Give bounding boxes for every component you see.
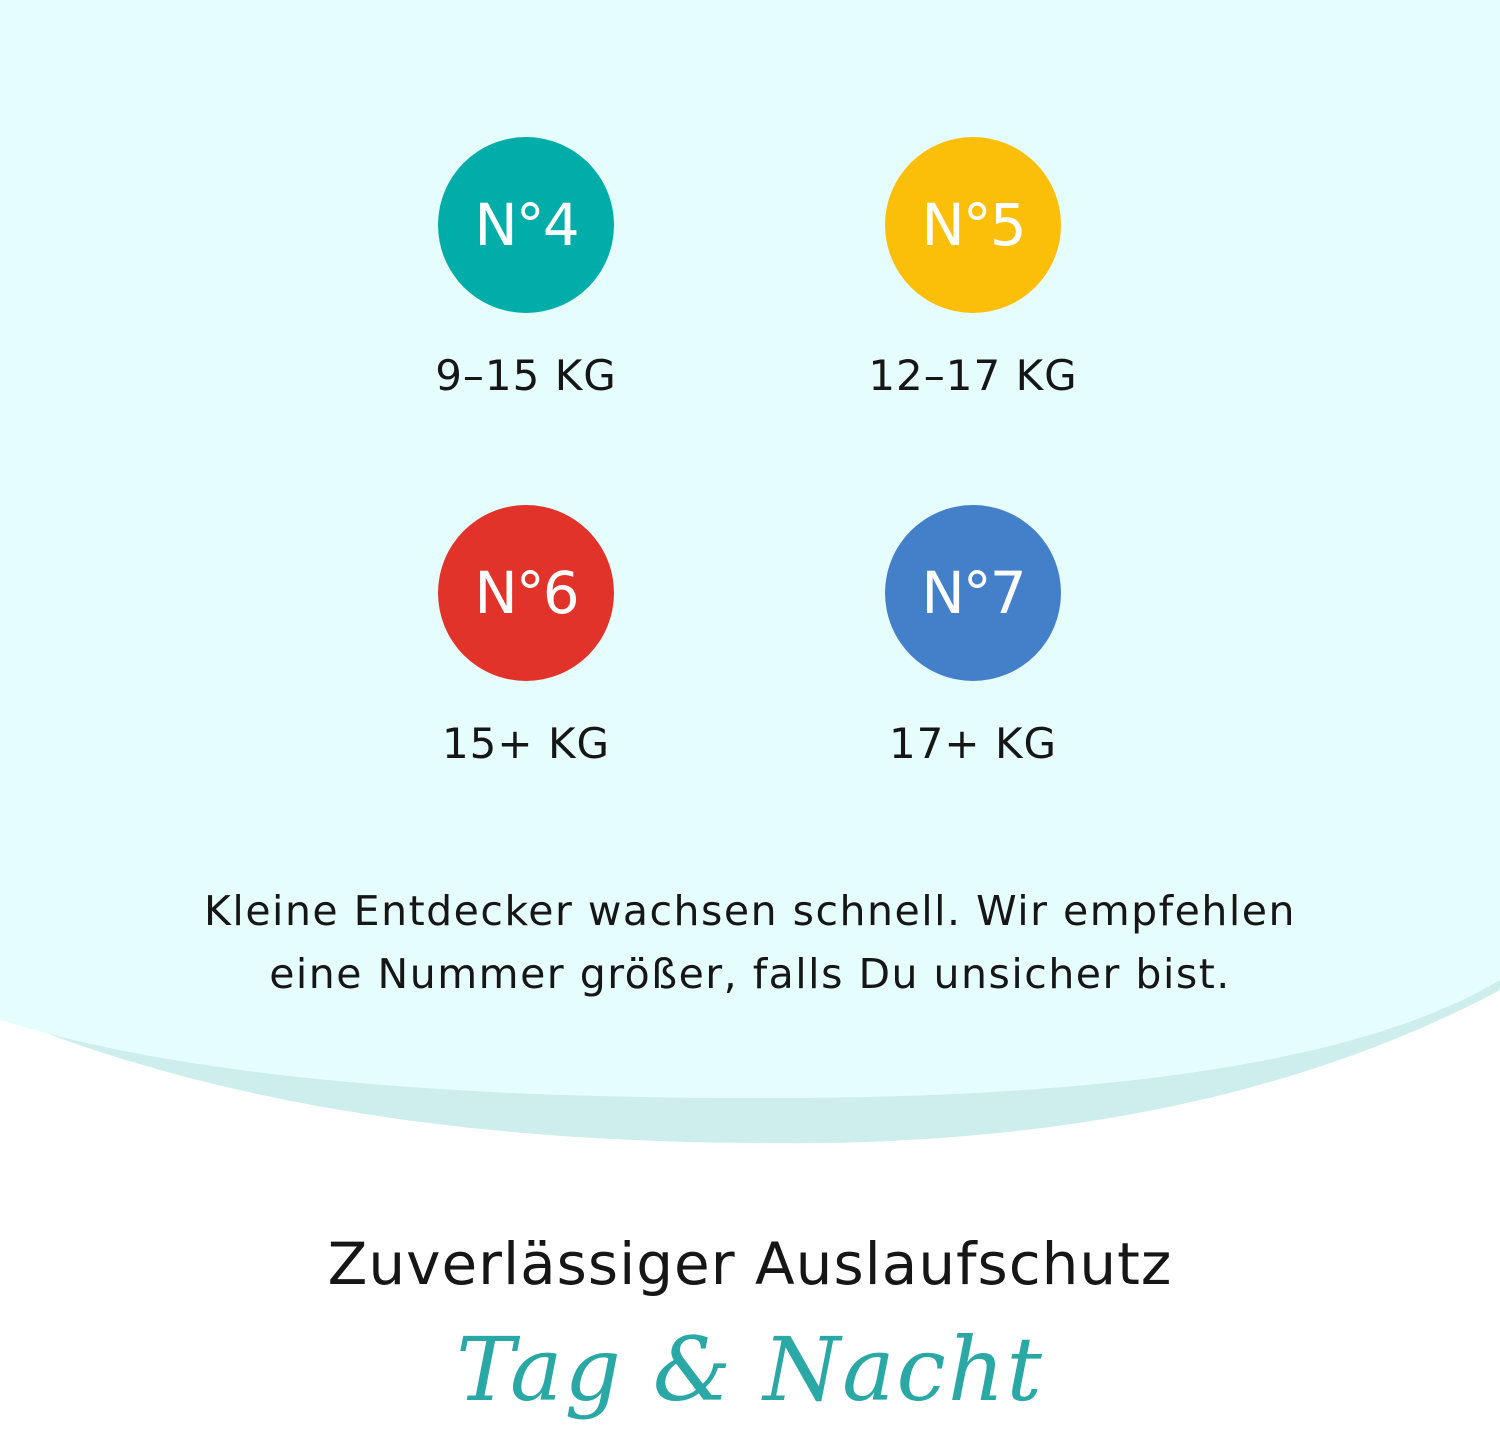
size-recommendation: Kleine Entdecker wachsen schnell. Wir em…	[0, 880, 1500, 1006]
size-badge: N°5	[885, 137, 1061, 313]
weight-label: 9–15 KG	[435, 351, 617, 400]
size-badge: N°6	[438, 505, 614, 681]
script-tagline: Tag & Nacht	[456, 1318, 1044, 1421]
weight-label: 12–17 KG	[868, 351, 1078, 400]
size-badge: N°7	[885, 505, 1061, 681]
size-n6: N°6 15+ KG	[376, 505, 676, 768]
size-n4: N°4 9–15 KG	[376, 137, 676, 400]
size-n5: N°5 12–17 KG	[823, 137, 1123, 400]
size-n7: N°7 17+ KG	[823, 505, 1123, 768]
size-badge: N°4	[438, 137, 614, 313]
note-line-1: Kleine Entdecker wachsen schnell. Wir em…	[204, 887, 1296, 935]
weight-label: 15+ KG	[441, 719, 611, 768]
weight-label: 17+ KG	[888, 719, 1058, 768]
note-line-2: eine Nummer größer, falls Du unsicher bi…	[269, 950, 1231, 998]
headline: Zuverlässiger Auslaufschutz	[327, 1230, 1173, 1298]
